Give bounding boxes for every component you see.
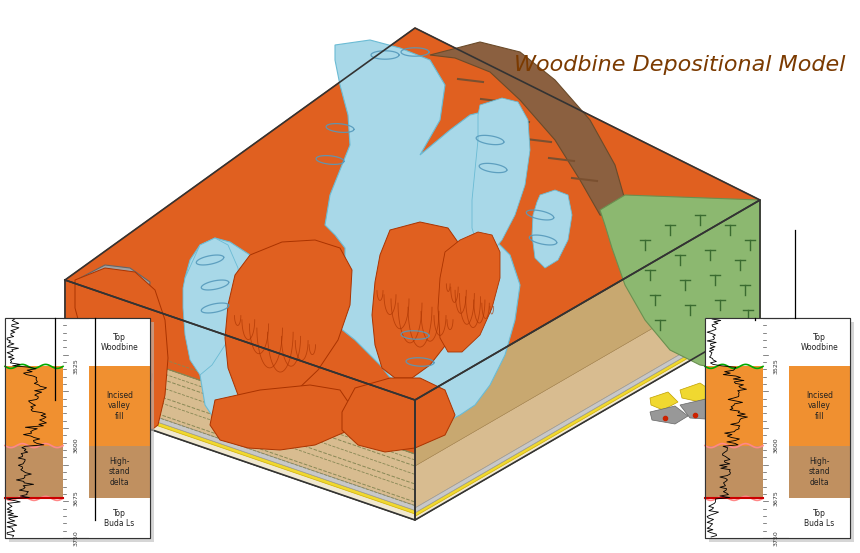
Text: 3600: 3600 bbox=[773, 438, 778, 453]
Bar bbox=[789, 367, 850, 446]
Bar bbox=[5, 318, 150, 538]
Bar bbox=[705, 498, 763, 538]
Polygon shape bbox=[65, 385, 415, 510]
Bar bbox=[705, 367, 763, 446]
Polygon shape bbox=[78, 265, 150, 312]
Bar bbox=[5, 498, 63, 538]
Polygon shape bbox=[415, 306, 760, 520]
Polygon shape bbox=[415, 200, 760, 520]
FancyBboxPatch shape bbox=[709, 322, 854, 542]
Polygon shape bbox=[65, 280, 415, 454]
Polygon shape bbox=[65, 390, 415, 514]
Bar bbox=[5, 367, 63, 446]
Text: Top
Woodbine: Top Woodbine bbox=[101, 332, 138, 352]
Polygon shape bbox=[183, 238, 240, 375]
FancyBboxPatch shape bbox=[9, 322, 154, 542]
Bar bbox=[789, 498, 850, 538]
Polygon shape bbox=[600, 195, 760, 370]
Text: 3675: 3675 bbox=[74, 491, 78, 507]
Bar bbox=[705, 446, 763, 498]
Polygon shape bbox=[210, 385, 355, 450]
Text: High-
stand
delta: High- stand delta bbox=[808, 457, 831, 487]
Text: Woodbine Depositional Model: Woodbine Depositional Model bbox=[513, 55, 845, 75]
Polygon shape bbox=[342, 378, 455, 452]
Polygon shape bbox=[680, 383, 715, 402]
Bar bbox=[89, 498, 150, 538]
Polygon shape bbox=[65, 382, 415, 520]
Bar bbox=[89, 318, 150, 367]
Polygon shape bbox=[225, 240, 352, 405]
Bar bbox=[5, 318, 63, 367]
Text: Top
Buda Ls: Top Buda Ls bbox=[804, 509, 835, 528]
Bar bbox=[89, 367, 150, 446]
Bar bbox=[705, 318, 850, 538]
Polygon shape bbox=[430, 42, 625, 220]
Bar bbox=[5, 318, 150, 538]
Text: High-
stand
delta: High- stand delta bbox=[108, 457, 131, 487]
Text: 3525: 3525 bbox=[773, 358, 778, 374]
Polygon shape bbox=[415, 308, 760, 513]
Polygon shape bbox=[715, 371, 748, 390]
Polygon shape bbox=[650, 406, 688, 424]
Bar bbox=[789, 318, 850, 367]
Bar bbox=[5, 446, 63, 498]
Polygon shape bbox=[438, 232, 500, 352]
Text: 3600: 3600 bbox=[74, 438, 78, 453]
Text: Incised
valley
fill: Incised valley fill bbox=[106, 391, 133, 421]
Text: Top
Woodbine: Top Woodbine bbox=[801, 332, 838, 352]
Polygon shape bbox=[532, 190, 572, 268]
Text: 3750: 3750 bbox=[74, 530, 78, 546]
Polygon shape bbox=[65, 280, 415, 520]
Polygon shape bbox=[680, 398, 730, 420]
Bar bbox=[89, 446, 150, 498]
Polygon shape bbox=[65, 320, 760, 520]
Polygon shape bbox=[65, 28, 760, 400]
Text: 3525: 3525 bbox=[74, 358, 78, 374]
Polygon shape bbox=[372, 222, 465, 378]
Polygon shape bbox=[415, 266, 760, 508]
Text: 3675: 3675 bbox=[773, 491, 778, 507]
Polygon shape bbox=[415, 200, 760, 466]
Text: Incised
valley
fill: Incised valley fill bbox=[806, 391, 833, 421]
Polygon shape bbox=[185, 40, 520, 425]
Polygon shape bbox=[472, 98, 530, 255]
Polygon shape bbox=[65, 334, 415, 505]
Polygon shape bbox=[75, 268, 168, 435]
Polygon shape bbox=[650, 392, 678, 410]
Text: Top
Buda Ls: Top Buda Ls bbox=[104, 509, 135, 528]
Text: 3750: 3750 bbox=[773, 530, 778, 546]
Bar bbox=[789, 446, 850, 498]
Bar bbox=[705, 318, 763, 367]
Polygon shape bbox=[415, 313, 760, 517]
Bar bbox=[705, 318, 850, 538]
